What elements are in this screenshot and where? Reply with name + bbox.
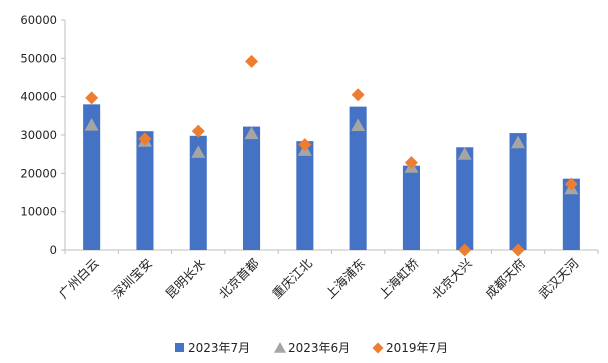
point-2019-07 [245,54,259,68]
point-2019-07 [351,88,365,102]
legend-label: 2023年6月 [288,341,350,355]
x-category-label: 北京首都 [216,255,262,301]
point-2019-07 [298,138,312,152]
x-category-label: 武汉天河 [535,255,581,301]
bar-2023-07 [136,131,154,250]
y-tick-label: 60000 [20,13,57,27]
y-tick-label: 50000 [20,51,57,65]
legend-marker-bar [175,343,184,352]
x-category-label: 上海浦东 [322,256,368,302]
point-2019-07 [191,124,205,138]
x-category-label: 北京大兴 [429,256,475,302]
point-2023-06 [191,145,206,158]
x-category-label: 昆明长水 [162,255,208,301]
bar-2023-07 [402,165,420,250]
bar-2023-07 [456,147,474,250]
bar-2023-07 [83,104,101,250]
y-tick-label: 30000 [20,128,57,142]
x-category-label: 广州白云 [56,256,102,302]
y-tick-label: 0 [50,243,57,257]
y-tick-label: 20000 [20,166,57,180]
point-2023-06 [351,118,366,132]
point-2023-06 [457,147,472,160]
bar-2023-07 [349,106,367,250]
point-2019-07 [138,132,152,146]
y-tick-label: 40000 [20,90,57,104]
bar-2023-07 [243,126,261,250]
point-2019-07 [564,177,578,191]
bar-2023-07 [509,133,527,250]
point-2023-06 [511,135,526,149]
bar-2023-07 [189,135,207,250]
legend-label: 2023年7月 [188,341,250,355]
legend-marker-diamond [372,342,384,354]
bar-2023-07 [562,178,580,250]
point-2019-07 [511,243,525,257]
point-2023-06 [244,126,259,140]
legend-marker-triangle [274,342,286,353]
x-category-label: 上海虹桥 [376,255,422,301]
y-tick-label: 10000 [20,205,57,219]
legend-label: 2019年7月 [386,341,448,355]
x-category-label: 重庆江北 [269,255,315,301]
point-2019-07 [404,156,418,170]
point-2023-06 [84,118,99,131]
x-category-label: 深圳宝安 [109,256,155,302]
point-2019-07 [458,243,472,257]
bar-2023-07 [296,141,314,250]
point-2019-07 [85,91,99,105]
x-category-label: 成都天府 [482,256,528,302]
